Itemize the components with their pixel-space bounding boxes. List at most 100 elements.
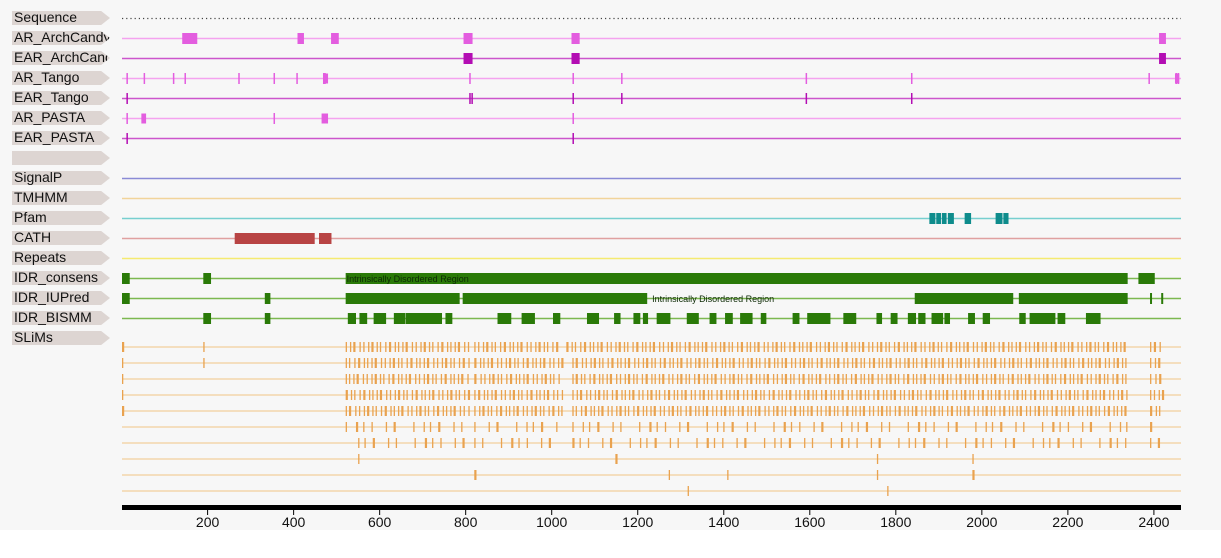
slim-tick <box>977 358 980 368</box>
slim-tick <box>780 438 782 448</box>
slim-tick <box>1016 390 1019 400</box>
slim-tick <box>572 358 574 368</box>
slim-tick <box>584 374 586 384</box>
slim-tick <box>532 422 534 432</box>
slim-tick <box>947 358 950 368</box>
slim-tick <box>1112 374 1114 384</box>
slim-tick <box>1067 422 1070 432</box>
slim-tick <box>702 406 704 416</box>
slim-tick <box>776 406 779 416</box>
slim-tick <box>645 342 647 352</box>
slim-tick <box>566 342 569 352</box>
slim-tick <box>999 406 1001 416</box>
slim-tick <box>921 358 923 368</box>
slim-tick <box>593 406 596 416</box>
slim-tick <box>474 438 476 448</box>
slim-tick <box>768 406 770 416</box>
slim-tick <box>397 374 400 384</box>
slim-tick <box>345 422 347 432</box>
slim-tick <box>1124 406 1127 416</box>
slim-tick <box>388 374 390 384</box>
slim-tick <box>1097 342 1100 352</box>
slim-tick <box>755 374 758 384</box>
slim-tick <box>1109 438 1112 448</box>
slim-tick <box>763 342 765 352</box>
slim-tick <box>994 374 997 384</box>
slim-tick <box>898 406 901 416</box>
slim-tick <box>1008 358 1011 368</box>
slim-tick <box>1017 374 1019 384</box>
slim-tick <box>881 422 883 432</box>
slim-tick <box>1082 406 1084 416</box>
slim-tick <box>790 422 793 432</box>
feature-tick <box>296 73 298 84</box>
slim-tick <box>1061 406 1063 416</box>
slim-tick <box>419 406 422 416</box>
slim-tick <box>556 390 559 400</box>
slim-tick <box>744 438 747 448</box>
slim-tick <box>1068 390 1071 400</box>
slim-tick <box>609 438 613 448</box>
slim-tick <box>432 374 434 384</box>
slim-tick <box>478 390 481 400</box>
slim-tick <box>1054 342 1057 352</box>
slim-tick <box>445 358 448 368</box>
slim-tick <box>1069 374 1071 384</box>
slim-tick <box>380 358 383 368</box>
slim-tick <box>972 470 975 480</box>
slim-tick <box>681 390 683 400</box>
slim-tick <box>1150 358 1152 368</box>
slim-tick <box>964 406 966 416</box>
slim-tick <box>815 342 818 352</box>
slim-tick <box>583 342 587 352</box>
slim-tick <box>915 406 918 416</box>
feature-tick <box>621 73 623 84</box>
slim-tick <box>384 358 386 368</box>
slim-tick <box>530 390 533 400</box>
slim-tick <box>809 342 812 352</box>
slim-tick <box>433 358 435 368</box>
slim-tick <box>612 422 614 432</box>
track-label-blank <box>12 151 110 165</box>
slim-tick <box>952 390 954 400</box>
slim-tick <box>985 406 988 416</box>
slim-tick <box>405 374 407 384</box>
slim-tick <box>576 390 578 400</box>
slim-tick <box>385 422 388 432</box>
feature-block <box>203 313 212 324</box>
slim-tick <box>646 406 648 416</box>
slims-row <box>122 422 1181 432</box>
feature-block <box>1019 313 1026 324</box>
slim-tick <box>1064 406 1066 416</box>
slim-tick <box>512 342 515 352</box>
slim-tick <box>790 406 792 416</box>
feature-block <box>373 313 387 324</box>
slim-tick <box>492 374 495 384</box>
slim-tick <box>617 358 619 368</box>
slim-tick <box>539 358 542 368</box>
slim-tick <box>1082 390 1084 400</box>
slim-tick <box>552 342 554 352</box>
slim-tick <box>941 358 944 368</box>
slim-tick <box>749 342 752 352</box>
slim-tick <box>664 390 666 400</box>
feature-tick <box>805 93 808 104</box>
slim-tick <box>474 422 476 432</box>
feature-block <box>182 33 198 44</box>
slim-tick <box>685 374 687 384</box>
slim-tick <box>122 374 124 384</box>
slim-tick <box>993 342 995 352</box>
slim-tick <box>1150 342 1152 352</box>
slim-tick <box>732 358 735 368</box>
axis-tick-label: 400 <box>282 514 306 530</box>
slim-tick <box>432 342 434 352</box>
slim-tick <box>897 374 900 384</box>
slim-tick <box>1069 358 1071 368</box>
slim-tick <box>781 406 783 416</box>
slim-tick <box>925 358 928 368</box>
slim-tick <box>916 358 918 368</box>
slim-tick <box>724 374 726 384</box>
slim-tick <box>960 390 963 400</box>
slim-tick <box>697 374 701 384</box>
slim-tick <box>798 374 800 384</box>
